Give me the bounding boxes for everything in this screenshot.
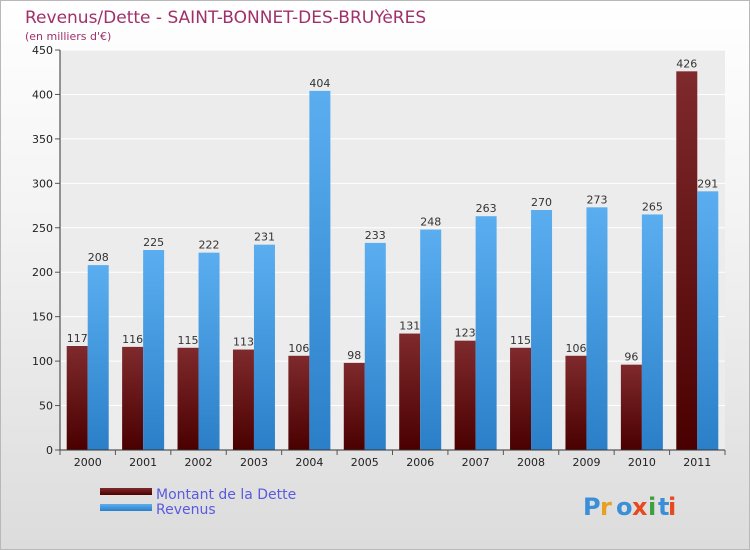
data-label: 116: [122, 333, 143, 346]
grid: [60, 49, 725, 451]
x-tick-label: 2007: [462, 456, 490, 469]
plot-area: [60, 50, 725, 450]
chart-subtitle: (en milliers d'€): [25, 30, 111, 43]
data-label: 263: [476, 202, 497, 215]
data-label: 426: [676, 57, 697, 70]
x-tick-label: 2000: [74, 456, 102, 469]
y-tick-label: 350: [32, 133, 53, 146]
y-tick-label: 300: [32, 177, 53, 190]
y-tick-label: 100: [32, 355, 53, 368]
x-tick-label: 2011: [683, 456, 711, 469]
logo-letter: r: [600, 493, 612, 521]
legend-swatch-revenus: [100, 504, 152, 511]
bar-revenus: [143, 250, 165, 450]
bar-dette: [565, 355, 587, 450]
x-tick-label: 2004: [295, 456, 323, 469]
bar-dette: [232, 349, 254, 450]
y-tick-label: 200: [32, 266, 53, 279]
bar-revenus: [309, 90, 331, 450]
x-tick-label: 2002: [185, 456, 213, 469]
bar-revenus: [87, 265, 109, 450]
data-labels: 117 208 116 225 115 222 113 231 106 404 98 233 131 24…: [67, 57, 719, 363]
legend-swatch-debt: [100, 488, 152, 495]
bar-revenus: [641, 214, 663, 450]
data-label: 404: [309, 77, 330, 90]
bar-dette: [510, 347, 532, 450]
bar-revenus: [697, 191, 719, 451]
y-tick-label: 0: [46, 444, 53, 457]
bar-revenus: [475, 216, 497, 450]
logo-letter: P: [583, 493, 601, 521]
legend-label-revenus: Revenus: [156, 502, 216, 518]
bar-dette: [288, 355, 310, 450]
bar-dette: [343, 362, 365, 450]
bar-dette: [177, 347, 199, 450]
y-tick-label: 450: [32, 44, 53, 57]
bar-dette: [122, 346, 144, 450]
x-tick-label: 2005: [351, 456, 379, 469]
data-label: 208: [88, 251, 109, 264]
data-label: 270: [531, 196, 552, 209]
bar-revenus: [531, 210, 553, 450]
data-label: 117: [67, 332, 88, 345]
y-tick-label: 50: [39, 400, 53, 413]
data-label: 106: [565, 342, 586, 355]
logo-letter: i: [668, 493, 676, 521]
y-tick-label: 150: [32, 311, 53, 324]
bar-dette: [399, 333, 421, 450]
data-label: 273: [586, 193, 607, 206]
logo-letter: t: [658, 493, 669, 521]
bar-revenus: [364, 242, 386, 450]
x-tick-label: 2009: [572, 456, 600, 469]
data-label: 225: [143, 236, 164, 249]
data-label: 222: [199, 239, 220, 252]
bar-dette: [66, 346, 88, 450]
logo-letter: x: [632, 493, 648, 521]
legend: Montant de la Dette Revenus: [100, 487, 296, 518]
data-label: 115: [510, 334, 531, 347]
chart-title: Revenus/Dette - SAINT-BONNET-DES-BRUYèRE…: [25, 8, 426, 28]
bar-revenus: [586, 207, 608, 450]
data-label: 115: [178, 334, 199, 347]
data-label: 265: [642, 200, 663, 213]
x-tick-label: 2001: [129, 456, 157, 469]
axes: 0 50 100 150 200 250 300 350 400 450 2000 2001 2002 2…: [32, 44, 726, 469]
bar-dette: [676, 71, 698, 450]
data-label: 233: [365, 229, 386, 242]
bar-dette: [454, 340, 476, 450]
y-tick-label: 400: [32, 88, 53, 101]
logo-letter: o: [616, 493, 633, 521]
x-tick-label: 2008: [517, 456, 545, 469]
bars: [66, 71, 719, 451]
bar-revenus: [198, 252, 220, 450]
bar-revenus: [420, 229, 442, 450]
data-label: 98: [347, 349, 361, 362]
data-label: 291: [697, 177, 718, 190]
data-label: 96: [624, 351, 638, 364]
data-label: 231: [254, 231, 275, 244]
logo-letter: i: [648, 493, 656, 521]
bar-dette: [620, 364, 642, 450]
data-label: 106: [288, 342, 309, 355]
data-label: 248: [420, 216, 441, 229]
data-label: 131: [399, 320, 420, 333]
x-tick-label: 2003: [240, 456, 268, 469]
x-tick-label: 2006: [406, 456, 434, 469]
data-label: 113: [233, 336, 254, 349]
x-tick-label: 2010: [628, 456, 656, 469]
y-tick-label: 250: [32, 222, 53, 235]
legend-label-debt: Montant de la Dette: [156, 487, 296, 503]
bar-revenus: [253, 244, 275, 450]
data-label: 123: [455, 327, 476, 340]
